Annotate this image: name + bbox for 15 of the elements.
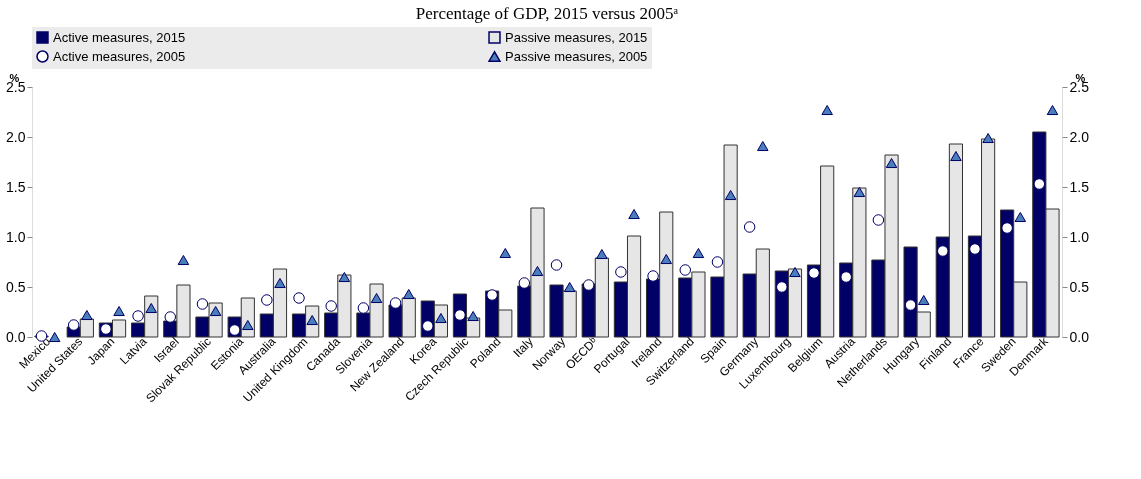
y-tick-label: 0.5	[6, 278, 26, 295]
y-tick-label: 1.0	[6, 228, 26, 245]
y2-tick-label: 0.5	[1069, 278, 1090, 295]
y-tick-label: 1.5	[6, 178, 26, 195]
y2-tick-label: 2.0	[1069, 128, 1090, 145]
legend-label: Active measures, 2015	[53, 29, 186, 45]
legend-label: Active measures, 2005	[53, 48, 186, 64]
y2-tick-label: 0.0	[1069, 328, 1090, 345]
chart-title: Percentage of GDP, 2015 versus 2005ᵃ	[415, 4, 679, 23]
legend-label: Passive measures, 2015	[505, 29, 648, 45]
y-tick-label: 2.0	[6, 128, 26, 145]
legend-label: Passive measures, 2005	[505, 48, 648, 64]
y2-tick-label: 1.0	[1069, 228, 1090, 245]
y2-tick-label: 1.5	[1069, 178, 1090, 195]
x-tick-label: Italy	[510, 334, 536, 361]
